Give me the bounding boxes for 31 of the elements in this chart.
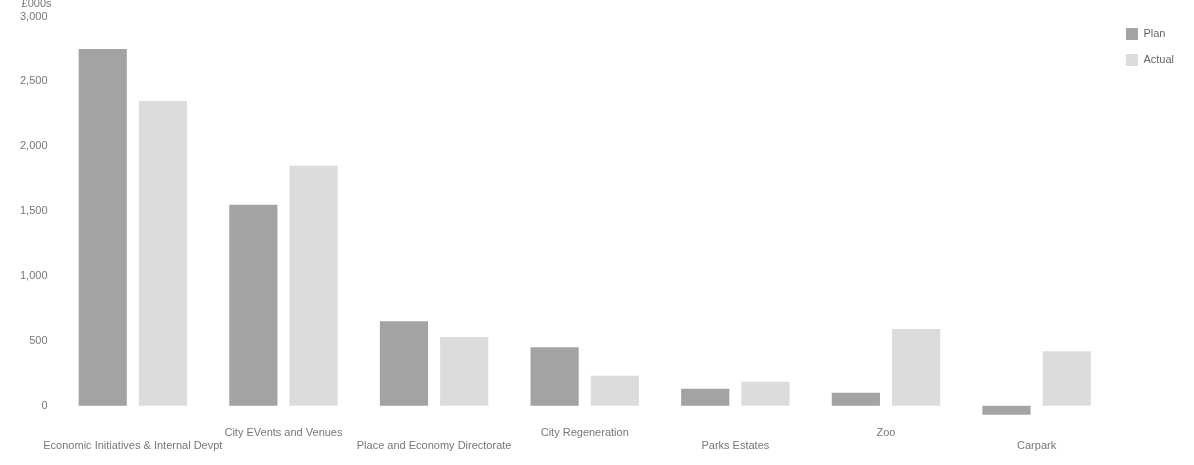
x-tick-label: Place and Economy Directorate <box>356 439 512 452</box>
x-tick-label: Parks Estates <box>701 439 770 452</box>
y-tick-label: 2,500 <box>20 74 48 87</box>
bar <box>530 347 579 406</box>
x-tick-label: Carpark <box>1017 439 1057 452</box>
bar <box>379 321 429 406</box>
y-tick-label: 3,000 <box>20 9 48 22</box>
y-axis-title: £000s <box>21 0 53 10</box>
bar <box>229 204 278 406</box>
y-tick-label: 2,000 <box>20 139 48 152</box>
bar <box>138 100 188 406</box>
bar <box>289 165 338 406</box>
legend-label: Actual <box>1143 53 1175 66</box>
bar <box>741 381 790 406</box>
legend-label: Plan <box>1143 27 1166 40</box>
x-tick-label: Economic Initiatives & Internal Devpt <box>43 439 223 452</box>
y-tick-label: 1,000 <box>20 268 48 281</box>
y-tick-label: 1,500 <box>20 204 48 217</box>
x-tick-label: City EVents and Venues <box>224 426 343 439</box>
bar <box>440 336 489 406</box>
bar <box>681 388 730 406</box>
bar <box>78 49 127 406</box>
x-tick-label: City Regeneration <box>540 426 629 439</box>
bar <box>590 375 639 406</box>
y-tick-label: 0 <box>41 398 48 411</box>
bar <box>892 329 941 406</box>
bar <box>982 405 1031 415</box>
bar <box>1042 351 1091 406</box>
x-tick-label: Zoo <box>876 426 896 439</box>
y-tick-label: 500 <box>29 333 48 346</box>
bar <box>831 392 880 406</box>
